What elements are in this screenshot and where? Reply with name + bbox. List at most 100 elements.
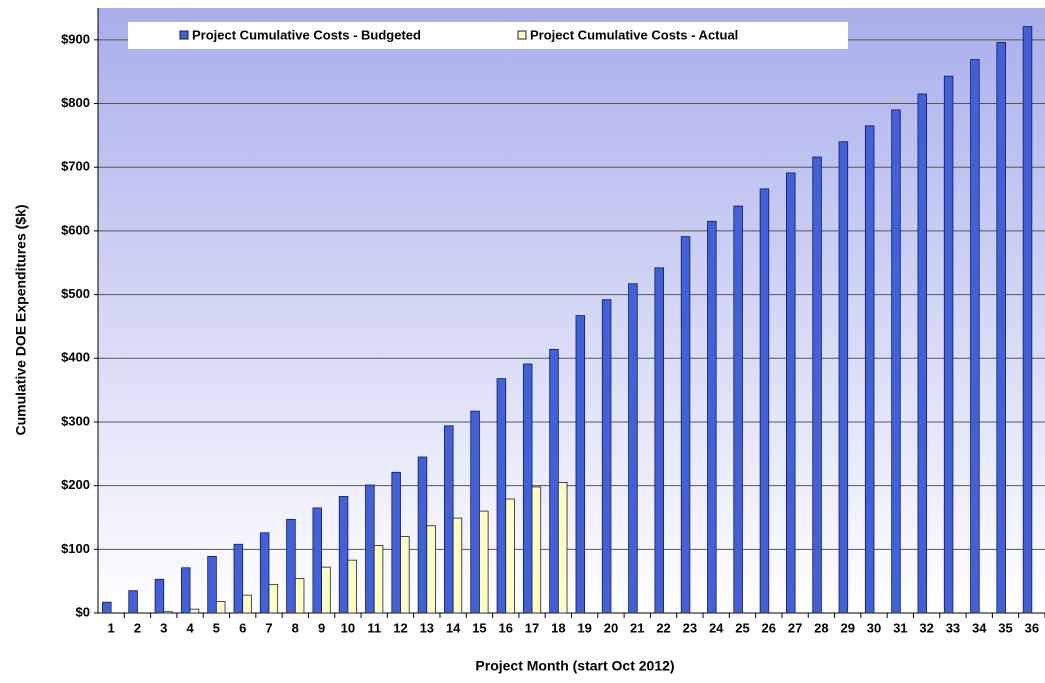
bar: [838, 141, 849, 614]
x-tick-label: 20: [604, 620, 618, 635]
bar: [479, 510, 489, 614]
bar: [259, 532, 270, 614]
bar: [970, 59, 980, 614]
x-tick-label: 16: [499, 620, 513, 635]
y-tick-label: $800: [61, 95, 90, 110]
bar: [215, 601, 226, 614]
x-tick-label: 1: [108, 620, 115, 635]
y-tick-label: $100: [61, 541, 90, 556]
bar: [549, 348, 559, 614]
y-tick-label: $200: [61, 477, 90, 492]
bar: [470, 410, 480, 614]
bar: [628, 283, 638, 614]
x-tick-label: 24: [709, 620, 724, 635]
x-tick-label: 18: [551, 620, 565, 635]
y-tick-label: $0: [76, 604, 90, 619]
legend-swatch: [179, 30, 189, 40]
x-tick-label: 21: [630, 620, 644, 635]
y-tick-label: $300: [61, 413, 90, 428]
x-tick-label: 34: [972, 620, 987, 635]
bar: [505, 498, 515, 614]
bar: [426, 525, 436, 614]
x-tick-label: 22: [656, 620, 670, 635]
x-tick-label: 14: [446, 620, 461, 635]
bar: [154, 578, 165, 614]
bar: [128, 590, 138, 614]
bar: [452, 517, 463, 614]
x-axis-label: Project Month (start Oct 2012): [475, 658, 674, 674]
x-tick-label: 30: [867, 620, 881, 635]
bar: [417, 456, 428, 614]
bar: [707, 220, 717, 614]
legend-box: [128, 22, 848, 49]
x-tick-label: 15: [472, 620, 486, 635]
x-tick-label: 7: [265, 620, 272, 635]
x-tick-label: 28: [814, 620, 828, 635]
bar: [812, 156, 822, 614]
legend-label: Project Cumulative Costs - Actual: [530, 27, 738, 42]
plot-area: [98, 8, 1045, 613]
x-tick-label: 5: [213, 620, 220, 635]
bar: [943, 75, 954, 614]
x-tick-label: 25: [735, 620, 749, 635]
bar: [347, 559, 357, 614]
bar: [233, 543, 244, 614]
y-tick-label: $500: [61, 286, 90, 301]
x-tick-label: 2: [134, 620, 141, 635]
x-tick-label: 10: [341, 620, 355, 635]
bar: [400, 536, 410, 614]
x-tick-label: 9: [318, 620, 325, 635]
legend-swatch: [517, 30, 527, 40]
x-tick-label: 13: [420, 620, 434, 635]
bar: [102, 601, 112, 614]
x-tick-label: 12: [393, 620, 407, 635]
bar: [557, 482, 568, 614]
bar: [654, 267, 664, 614]
bar: [786, 172, 796, 614]
legend-label: Project Cumulative Costs - Budgeted: [192, 27, 421, 42]
bar: [996, 41, 1006, 614]
bar: [312, 507, 322, 614]
x-tick-label: 35: [998, 620, 1012, 635]
x-tick-label: 3: [160, 620, 167, 635]
bar: [575, 315, 586, 614]
y-tick-label: $900: [61, 31, 90, 46]
bar: [733, 205, 743, 614]
y-tick-label: $400: [61, 350, 90, 365]
y-tick-label: $700: [61, 159, 90, 174]
bar: [163, 611, 173, 614]
bar: [391, 471, 401, 614]
x-tick-label: 26: [762, 620, 776, 635]
bar: [365, 484, 375, 614]
x-tick-label: 8: [292, 620, 299, 635]
bar: [180, 567, 191, 614]
bar: [207, 555, 217, 614]
bar: [522, 363, 533, 614]
x-tick-label: 4: [186, 620, 194, 635]
bar: [444, 425, 454, 614]
x-tick-label: 36: [1025, 620, 1039, 635]
bar: [601, 299, 612, 614]
x-tick-label: 23: [683, 620, 697, 635]
y-tick-label: $600: [61, 222, 90, 237]
x-tick-label: 32: [919, 620, 933, 635]
x-tick-label: 31: [893, 620, 907, 635]
bar: [917, 93, 928, 614]
bar: [680, 236, 691, 614]
x-tick-label: 19: [577, 620, 591, 635]
bar: [864, 125, 875, 614]
x-tick-label: 29: [840, 620, 854, 635]
bar: [242, 594, 252, 614]
bar: [531, 486, 542, 614]
y-axis-label: Cumulative DOE Expenditures ($k): [13, 204, 29, 435]
bar: [338, 496, 349, 614]
bar: [294, 578, 305, 614]
bar: [1022, 26, 1033, 614]
bar: [891, 109, 901, 614]
bar: [496, 378, 507, 614]
x-tick-label: 17: [525, 620, 539, 635]
x-tick-label: 33: [946, 620, 960, 635]
bar: [268, 583, 279, 614]
bar: [189, 608, 200, 614]
